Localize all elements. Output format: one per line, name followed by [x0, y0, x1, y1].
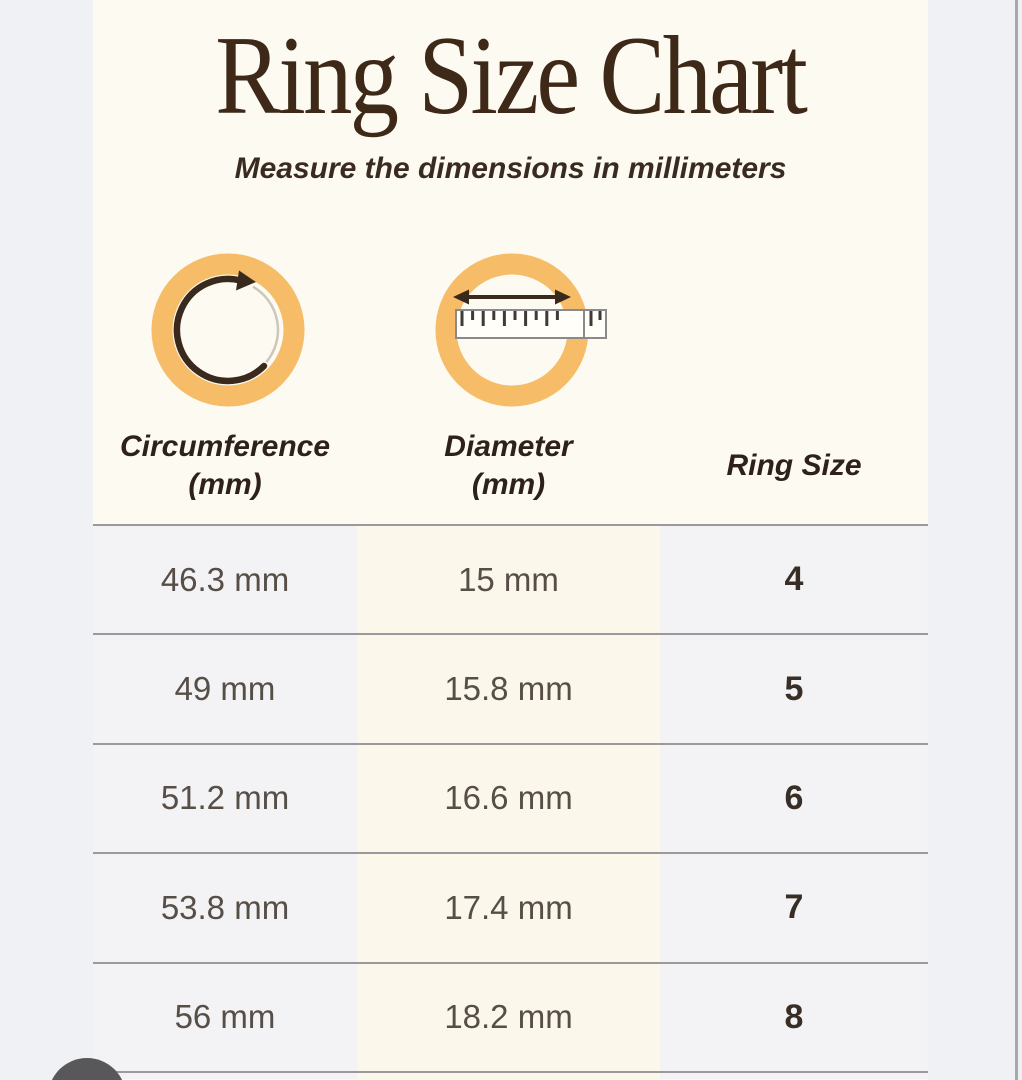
table-cell-diameter: 15.8 mm: [357, 635, 660, 743]
table-row: 46.3 mm 15 mm 4: [93, 524, 928, 634]
header-circumference-line2: (mm): [188, 468, 262, 501]
ring-size-chart-infographic: Ring Size Chart Measure the dimensions i…: [93, 0, 928, 1080]
ring-size-table: 46.3 mm 15 mm 4 49 mm 15.8 mm 5 51.2 mm …: [93, 524, 928, 1079]
table-cell-circumference: 53.8 mm: [93, 854, 357, 962]
table-cell-circumference: 51.2 mm: [93, 744, 357, 853]
table-cell-diameter: 16.6 mm: [357, 744, 660, 853]
table-row-partial: [93, 1070, 928, 1079]
rotation-arrowhead-icon: [236, 270, 256, 291]
table-cell-circumference: 46.3 mm: [93, 526, 357, 634]
table-cell-ring-size: 4: [660, 526, 928, 634]
table-row: 53.8 mm 17.4 mm 7: [93, 852, 928, 962]
page-title: Ring Size Chart: [93, 20, 928, 132]
rotation-arrow-arc: [173, 275, 268, 385]
table-cell-diameter: 17.4 mm: [357, 854, 660, 962]
table-row: 56 mm 18.2 mm 8: [93, 961, 928, 1071]
circumference-ring-icon: [151, 253, 305, 407]
table-cell-diameter: 15 mm: [357, 526, 660, 634]
table-row: 49 mm 15.8 mm 5: [93, 633, 928, 743]
header-ring-size-line1: Ring Size: [726, 449, 862, 482]
table-cell-ring-size: 6: [660, 744, 928, 853]
header-diameter: Diameter (mm): [357, 410, 660, 522]
table-cell-circumference: 56 mm: [93, 963, 357, 1071]
table-cell-diameter: [357, 1072, 660, 1079]
left-arrowhead-icon: [453, 289, 469, 305]
header-circumference: Circumference (mm): [93, 410, 357, 522]
table-cell-diameter: 18.2 mm: [357, 963, 660, 1071]
bottom-left-circle-button[interactable]: [48, 1058, 126, 1080]
ruler-icon: [455, 309, 607, 339]
right-edge-line: [1015, 0, 1018, 1080]
table-header-row: Circumference (mm) Diameter (mm) Ring Si…: [93, 410, 928, 522]
page-subtitle: Measure the dimensions in millimeters: [234, 152, 787, 185]
header-circumference-line1: Circumference: [119, 430, 331, 463]
header-diameter-line2: (mm): [471, 468, 546, 501]
ruler-tick-marks: [460, 311, 602, 326]
table-cell-ring-size: [660, 1072, 928, 1079]
table-cell-circumference: [93, 1072, 357, 1079]
table-cell-ring-size: 7: [660, 854, 928, 962]
header-diameter-line1: Diameter: [444, 430, 573, 463]
header-ring-size: Ring Size: [660, 410, 928, 522]
diameter-ring-icon: [435, 253, 607, 407]
orange-ring-shape: [151, 253, 305, 407]
page-title-text: Ring Size Chart: [215, 14, 808, 138]
right-arrowhead-icon: [555, 289, 571, 305]
table-cell-circumference: 49 mm: [93, 635, 357, 743]
table-cell-ring-size: 5: [660, 635, 928, 743]
faint-arc-shape: [252, 285, 280, 363]
table-cell-ring-size: 8: [660, 963, 928, 1071]
table-row: 51.2 mm 16.6 mm 6: [93, 742, 928, 853]
